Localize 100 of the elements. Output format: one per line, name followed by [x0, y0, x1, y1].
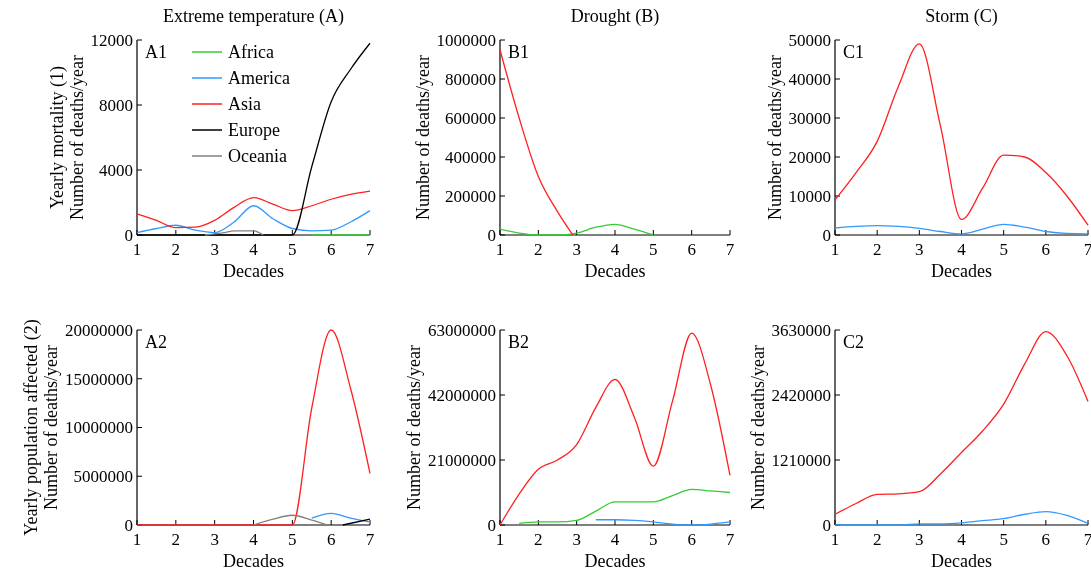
x-tick-label: 6 [326, 530, 336, 549]
x-tick-label: 6 [687, 240, 696, 259]
annotation: C1 [843, 42, 865, 62]
x-tick-label: 1 [830, 240, 840, 259]
legend-label: Africa [228, 42, 274, 63]
y-axis-title: Number of deaths/year [412, 55, 433, 220]
x-tick-label: 7 [725, 240, 735, 259]
y-axis-title: Yearly population affected (2) Number of deaths/year [21, 319, 61, 536]
x-tick-label: 2 [171, 530, 181, 549]
y-tick-label: 0 [822, 515, 831, 535]
x-tick-label: 4 [957, 530, 967, 549]
y-tick-label: 21000000 [428, 450, 496, 470]
y-axis-title: Number of deaths/year [764, 55, 785, 220]
line-series [834, 330, 1089, 515]
y-tick-label: 10000000 [65, 418, 133, 438]
y-tick-label: 0 [124, 225, 133, 245]
x-tick-label: 3 [572, 530, 581, 549]
x-tick-label: 2 [534, 530, 543, 549]
y-tick-label: 12000 [90, 30, 133, 50]
x-tick-label: 6 [687, 530, 696, 549]
y-tick-label: 40000 [788, 69, 831, 89]
x-tick-label: 2 [872, 530, 882, 549]
line-series [499, 223, 654, 236]
annotation: A2 [145, 332, 167, 352]
x-tick-label: 4 [957, 240, 967, 259]
x-tick-label: 2 [534, 240, 543, 259]
line-series [834, 43, 1089, 226]
y-tick-label: 10000 [788, 186, 831, 206]
line-series [518, 488, 731, 525]
chart-title: Extreme temperature (A) [163, 6, 344, 27]
legend-label: Asia [228, 94, 261, 115]
x-tick-label: 7 [725, 530, 735, 549]
x-tick-label: 5 [288, 530, 297, 549]
x-axis-title: Decades [584, 551, 646, 571]
x-tick-label: 5 [649, 530, 658, 549]
y-tick-label: 30000 [788, 108, 831, 128]
y-tick-label: 0 [487, 515, 496, 535]
x-tick-label: 6 [1041, 530, 1051, 549]
x-tick-label: 1 [495, 530, 505, 549]
legend-label: Oceania [228, 146, 287, 167]
x-tick-label: 6 [326, 240, 336, 259]
y-tick-label: 63000000 [428, 320, 496, 340]
x-tick-label: 2 [872, 240, 882, 259]
annotation: C2 [843, 332, 865, 352]
x-tick-label: 4 [610, 240, 620, 259]
x-tick-label: 5 [649, 240, 658, 259]
x-axis-title: Decades [223, 551, 284, 571]
y-tick-label: 0 [124, 515, 133, 535]
y-tick-label: 15000000 [65, 369, 133, 389]
line-series [252, 514, 328, 526]
x-tick-label: 1 [495, 240, 505, 259]
x-tick-label: 4 [610, 530, 620, 549]
y-tick-label: 0 [822, 225, 831, 245]
annotation: B2 [508, 332, 530, 352]
y-axis-title: Number of deaths/year [404, 345, 424, 510]
y-tick-label: 0 [487, 225, 496, 245]
y-tick-label: 400000 [445, 147, 496, 167]
y-tick-label: 5000000 [73, 467, 133, 487]
x-tick-label: 1 [830, 530, 840, 549]
line-series [499, 332, 731, 526]
y-tick-label: 600000 [445, 108, 496, 128]
legend-label: Europe [228, 120, 280, 141]
x-tick-label: 3 [572, 240, 581, 259]
y-tick-label: 1210000 [771, 450, 831, 470]
y-tick-label: 4000 [99, 160, 133, 180]
y-tick-label: 3630000 [771, 320, 831, 340]
x-tick-label: 7 [1083, 530, 1091, 549]
x-tick-label: 5 [999, 240, 1008, 259]
y-tick-label: 50000 [788, 30, 831, 50]
x-tick-label: 3 [210, 530, 219, 549]
x-axis-title: Decades [584, 261, 646, 281]
legend-label: America [228, 68, 290, 89]
annotation: A1 [145, 42, 167, 62]
y-axis-title: Yearly mortality (1) Number of deaths/year [46, 55, 87, 220]
y-tick-label: 2420000 [771, 385, 831, 405]
chart-title: Drought (B) [570, 6, 660, 27]
x-tick-label: 4 [249, 240, 259, 259]
x-tick-label: 5 [999, 530, 1008, 549]
x-tick-label: 3 [915, 530, 924, 549]
y-tick-label: 200000 [445, 186, 496, 206]
x-tick-label: 4 [249, 530, 259, 549]
y-tick-label: 42000000 [428, 385, 496, 405]
x-tick-label: 2 [171, 240, 181, 259]
y-tick-label: 20000 [788, 147, 831, 167]
x-tick-label: 1 [132, 240, 142, 259]
y-tick-label: 20000000 [65, 320, 133, 340]
y-tick-label: 1000000 [436, 30, 496, 50]
x-tick-label: 7 [1083, 240, 1091, 259]
x-tick-label: 3 [915, 240, 924, 259]
line-series [136, 190, 371, 229]
x-axis-title: Decades [931, 261, 992, 281]
x-axis-title: Decades [223, 261, 284, 281]
chart-title: Storm (C) [925, 6, 998, 27]
x-tick-label: 7 [365, 240, 375, 259]
x-tick-label: 5 [288, 240, 297, 259]
x-tick-label: 3 [210, 240, 219, 259]
y-axis-title: Number of deaths/year [747, 345, 768, 510]
x-tick-label: 7 [365, 530, 375, 549]
y-tick-label: 800000 [445, 69, 496, 89]
annotation: B1 [508, 42, 530, 62]
